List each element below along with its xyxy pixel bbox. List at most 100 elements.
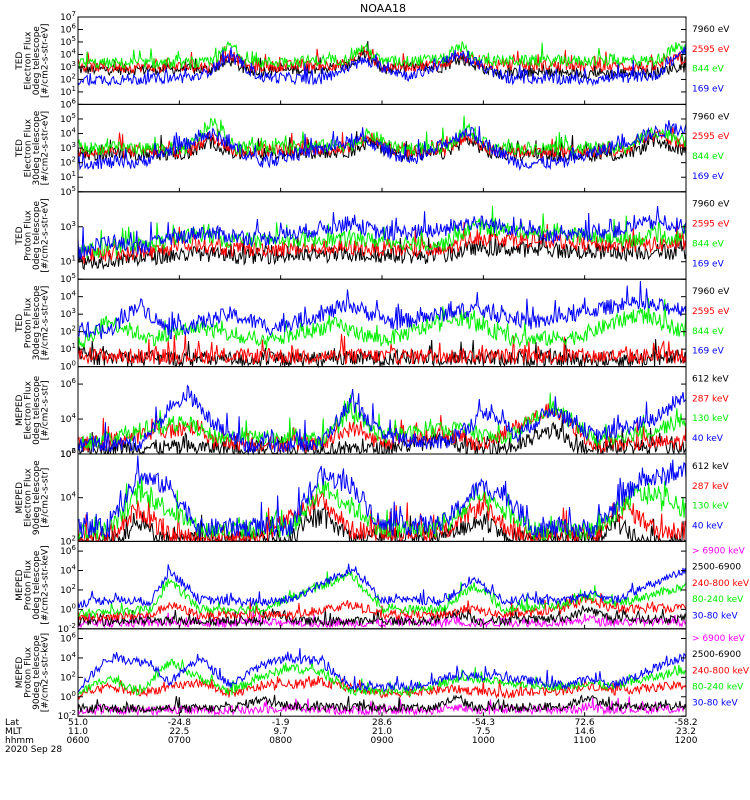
panel-1-series-4 <box>77 43 687 87</box>
panel-6-ytick-label: 106 <box>60 447 76 460</box>
panel-7-series-2 <box>77 605 687 628</box>
panel-4: 100 101 102 103 104 105 TEDProton Flux30deg te… <box>15 272 730 372</box>
panel-7-series-3 <box>77 592 687 623</box>
x-tick-mlt: 11.0 <box>68 727 88 737</box>
panel-2-series-4 <box>77 120 687 172</box>
panel-4-series-4 <box>77 280 687 340</box>
panel-7-legend-4: 80-240 keV <box>692 595 744 605</box>
panel-7-legend-2: 2500-6900 <box>692 563 741 573</box>
panel-8-legend-3: 240-800 keV <box>692 666 750 676</box>
panel-8-ylabel: MEPEDProton Flux90deg telescope[#/cm2-s-… <box>15 633 51 712</box>
panel-1-series-3 <box>77 40 687 70</box>
panel-8-series-5 <box>77 648 687 693</box>
panel-7-frame <box>77 540 687 630</box>
panel-3-ytick-label: 105 <box>60 185 76 198</box>
panel-4-ytick-label: 100 <box>60 360 76 373</box>
panel-5-legend-4: 40 keV <box>692 434 724 444</box>
x-tick-lat: -58.2 <box>674 718 697 728</box>
panel-4-ytick-label: 105 <box>60 272 76 285</box>
x-tick-mlt: 9.7 <box>273 727 287 737</box>
panel-1-legend-1: 7960 eV <box>692 25 730 35</box>
x-row-label-3: hhmm <box>5 736 34 746</box>
panel-7: 10-2 100 102 104 106 MEPEDProton Flux0deg tel… <box>15 540 750 635</box>
panel-1-ytick-label: 101 <box>60 85 76 98</box>
panel-6-legend-3: 130 keV <box>692 502 729 512</box>
panel-1-ytick-label: 105 <box>60 35 76 48</box>
panel-5-ytick-label: 102 <box>60 447 76 460</box>
panel-1-ytick-label: 107 <box>60 10 76 23</box>
panel-4-ylabel: TEDProton Flux30deg telescope[#/cm2-s-st… <box>15 285 51 360</box>
panel-8-series-2 <box>77 694 687 715</box>
panel-2-ytick-label: 104 <box>60 127 76 140</box>
panel-2-ylabel: TEDElectron Flux30deg telescope[#/cm2-s-… <box>15 110 51 185</box>
x-tick-mlt: 22.5 <box>169 727 189 737</box>
panel-2-ytick-label: 106 <box>60 97 76 110</box>
panel-1-legend-4: 169 eV <box>692 84 725 94</box>
panel-2-ytick-label: 103 <box>60 141 76 154</box>
panel-3-ytick-label: 103 <box>60 220 76 233</box>
x-row-label-4: 2020 Sep 28 <box>5 745 62 755</box>
panel-1-ytick-label: 102 <box>60 72 76 85</box>
panel-4-ytick-label: 102 <box>60 325 76 338</box>
x-tick-hhmm: 0700 <box>168 736 191 746</box>
panel-8-series-4 <box>77 658 687 697</box>
panel-1-legend-3: 844 eV <box>692 65 725 75</box>
panel-8-legend-2: 2500-6900 <box>692 650 741 660</box>
panel-6: 102 104 106 MEPEDElectron Flux90deg telesco… <box>15 447 729 547</box>
panel-3-ytick-label: 101 <box>60 255 76 268</box>
panel-8-legend-1: > 6900 keV <box>692 634 746 644</box>
panel-6-series-2 <box>77 489 687 543</box>
x-row-label-2: MLT <box>5 727 23 737</box>
x-tick-lat: -1.9 <box>272 718 290 728</box>
panel-4-ytick-label: 103 <box>60 307 76 320</box>
chart-title: NOAA18 <box>360 2 406 15</box>
panel-5-legend-2: 287 keV <box>692 394 729 404</box>
panel-1-ytick-label: 106 <box>60 22 76 35</box>
x-tick-hhmm: 1200 <box>675 736 698 746</box>
panel-6-ylabel: MEPEDElectron Flux90deg telescope[#/cm2-… <box>15 460 51 535</box>
panel-5-series-3 <box>77 392 687 451</box>
panel-7-ytick-label: 10-2 <box>58 622 76 635</box>
x-tick-lat: -24.8 <box>168 718 192 728</box>
panel-1-legend-2: 2595 eV <box>692 45 730 55</box>
panel-2-legend-4: 169 eV <box>692 172 725 182</box>
panel-4-legend-1: 7960 eV <box>692 287 730 297</box>
panel-8-frame <box>77 628 687 717</box>
panel-3-ylabel: TEDProton Flux0deg telescope[#/cm2-s-str… <box>15 198 51 273</box>
panel-4-legend-4: 169 eV <box>692 347 725 357</box>
panel-5-series-4 <box>77 384 687 453</box>
x-tick-hhmm: 1000 <box>472 736 495 746</box>
panel-7-ytick-label: 100 <box>60 602 76 615</box>
panel-2-ytick-label: 102 <box>60 156 76 169</box>
panel-7-ytick-label: 106 <box>60 544 76 557</box>
panel-2-legend-2: 2595 eV <box>692 132 730 142</box>
x-tick-lat: 51.0 <box>68 718 88 728</box>
panel-7-legend-5: 30-80 keV <box>692 611 738 621</box>
x-tick-mlt: 23.2 <box>676 727 696 737</box>
panel-4-legend-2: 2595 eV <box>692 307 730 317</box>
x-tick-hhmm: 0600 <box>67 736 90 746</box>
panel-3-series-4 <box>77 205 687 260</box>
panel-2-legend-1: 7960 eV <box>692 112 730 122</box>
panel-3-legend-4: 169 eV <box>692 259 725 269</box>
panel-2-legend-3: 844 eV <box>692 152 725 162</box>
panel-8-ytick-label: 106 <box>60 632 76 645</box>
panel-7-series-5 <box>77 563 687 608</box>
panel-7-ytick-label: 104 <box>60 564 76 577</box>
panel-8-series-1 <box>77 696 687 717</box>
panel-6-ytick-label: 102 <box>60 534 76 547</box>
panel-7-ytick-label: 102 <box>60 583 76 596</box>
panel-5-legend-1: 612 keV <box>692 374 729 384</box>
x-tick-lat: 72.6 <box>575 718 595 728</box>
panel-6-legend-4: 40 keV <box>692 521 724 531</box>
panel-1-ytick-label: 104 <box>60 47 76 60</box>
panel-6-series-4 <box>77 455 687 539</box>
panel-8-legend-4: 80-240 keV <box>692 682 744 692</box>
panel-8-ytick-label: 100 <box>60 690 76 703</box>
panel-3-legend-1: 7960 eV <box>692 200 730 210</box>
panel-2-ytick-label: 101 <box>60 170 76 183</box>
panel-3: 101 103 105 TEDProton Flux0deg telescope[#/… <box>15 185 730 280</box>
panel-6-ytick-label: 104 <box>60 491 76 504</box>
